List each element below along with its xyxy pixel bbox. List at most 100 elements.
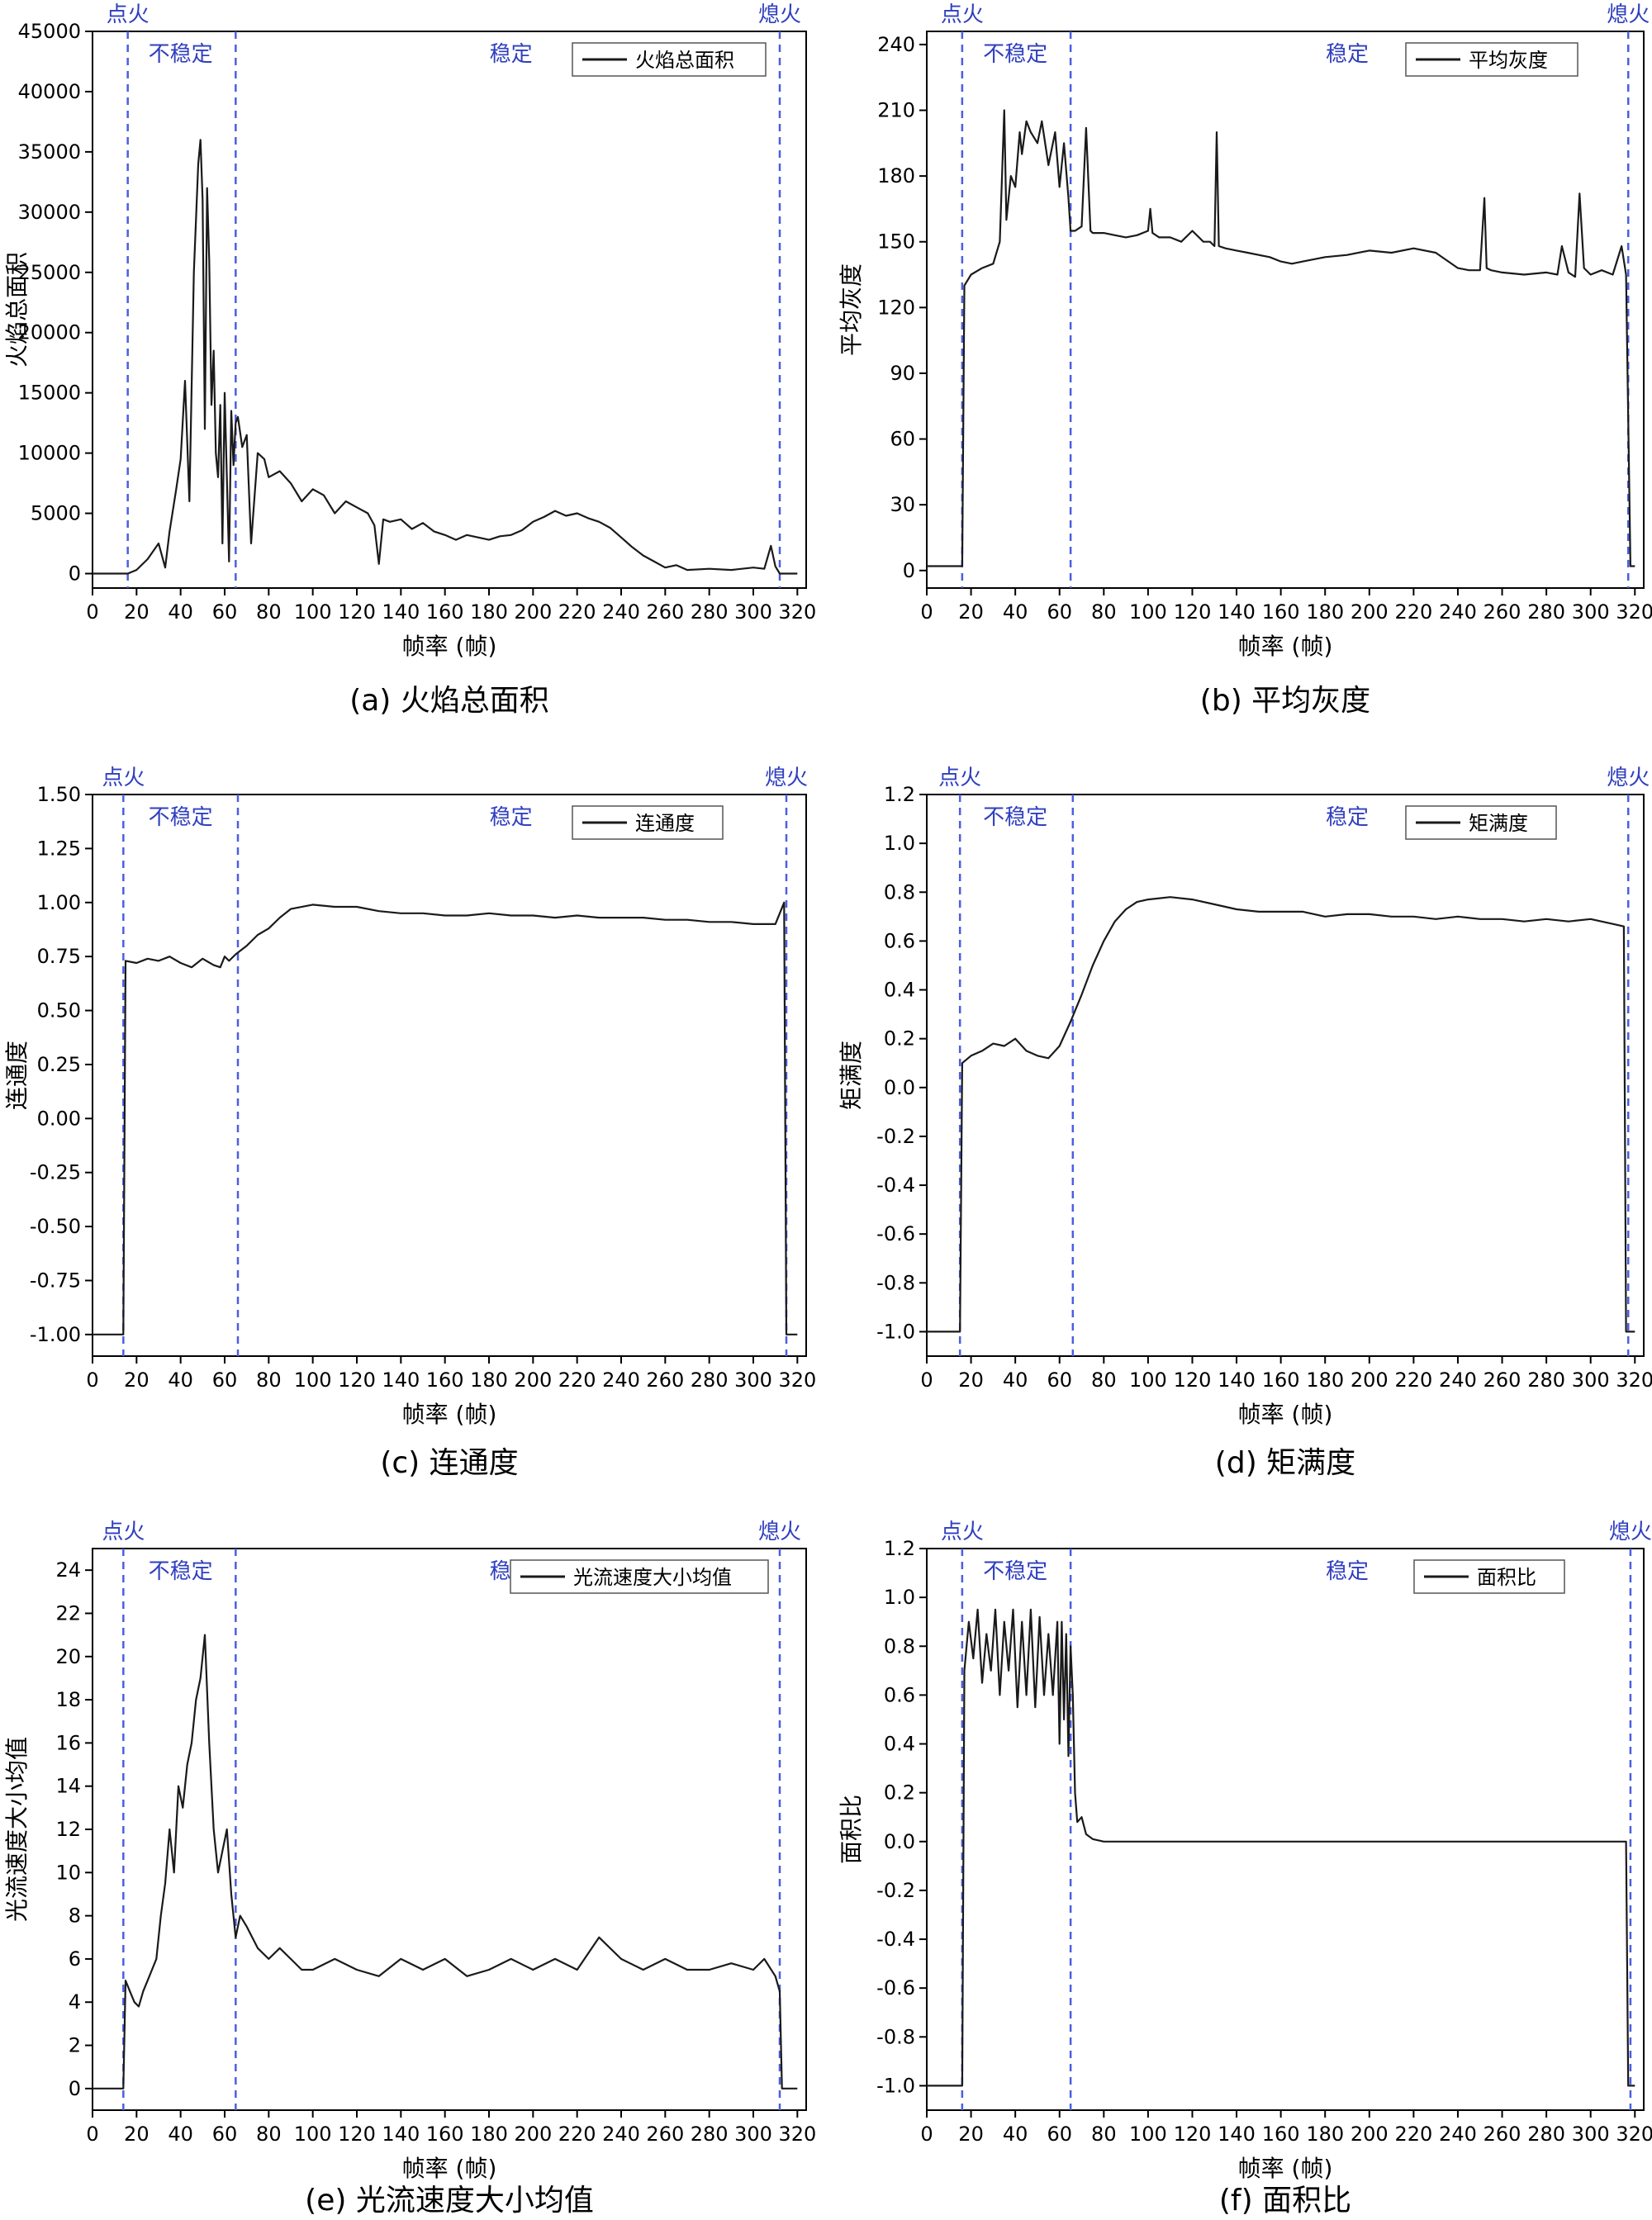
y-tick-label: 0.75 bbox=[37, 945, 81, 968]
x-tick-label: 180 bbox=[470, 2123, 508, 2146]
plot-frame bbox=[92, 794, 807, 1357]
x-tick-label: 280 bbox=[691, 600, 729, 624]
x-tick-label: 120 bbox=[1174, 600, 1212, 624]
x-tick-label: 180 bbox=[470, 600, 508, 624]
x-tick-label: 300 bbox=[734, 600, 772, 624]
x-tick-label: 120 bbox=[338, 1369, 376, 1392]
y-tick-label: 1.0 bbox=[884, 1586, 915, 1609]
x-tick-label: 280 bbox=[691, 2123, 729, 2146]
x-tick-label: 260 bbox=[1483, 1369, 1521, 1392]
x-tick-label: 240 bbox=[1439, 2123, 1477, 2146]
x-tick-label: 180 bbox=[470, 1369, 508, 1392]
y-tick-label: 2 bbox=[69, 2034, 81, 2057]
y-tick-label: 120 bbox=[877, 296, 915, 319]
y-tick-label: 18 bbox=[55, 1688, 81, 1711]
y-tick-label: 0.6 bbox=[884, 929, 915, 952]
y-tick-label: 10000 bbox=[18, 442, 81, 465]
x-tick-label: 320 bbox=[778, 600, 816, 624]
x-axis-label: 帧率 (帧) bbox=[402, 1401, 497, 1428]
x-tick-label: 140 bbox=[382, 1369, 420, 1392]
x-tick-label: 300 bbox=[734, 1369, 772, 1392]
x-tick-label: 320 bbox=[778, 1369, 816, 1392]
legend: 平均灰度 bbox=[1405, 42, 1578, 77]
y-tick-label: -0.50 bbox=[30, 1215, 81, 1238]
x-tick-label: 220 bbox=[1394, 600, 1432, 624]
x-tick-label: 0 bbox=[86, 1369, 98, 1392]
x-tick-label: 300 bbox=[1572, 1369, 1610, 1392]
series-line bbox=[93, 139, 798, 575]
plot-frame bbox=[926, 794, 1645, 1357]
chart-panel-5: 0 20 40 60 80 100 120 140 160 180 200 220 240 260 280 3… bbox=[3, 1520, 816, 2218]
legend-label: 光流速度大小均值 bbox=[573, 1566, 732, 1589]
x-tick-label: 240 bbox=[602, 600, 640, 624]
y-tick-label: 0.0 bbox=[884, 1076, 915, 1099]
y-tick-label: 15000 bbox=[18, 382, 81, 405]
legend: 面积比 bbox=[1413, 1559, 1565, 1594]
x-tick-label: 120 bbox=[338, 2123, 376, 2146]
x-tick-label: 260 bbox=[646, 2123, 684, 2146]
y-axis-label: 火焰总面积 bbox=[3, 252, 31, 368]
x-tick-label: 100 bbox=[1129, 1369, 1167, 1392]
y-tick-label: -0.8 bbox=[876, 2025, 915, 2048]
y-tick-label: 16 bbox=[55, 1731, 81, 1754]
x-tick-label: 80 bbox=[256, 1369, 282, 1392]
x-tick-label: 60 bbox=[1047, 2123, 1072, 2146]
x-tick-label: 260 bbox=[1483, 2123, 1521, 2146]
x-tick-label: 140 bbox=[382, 2123, 420, 2146]
chart-caption: (f) 面积比 bbox=[1219, 2184, 1351, 2218]
phase-marker-label: 点火 bbox=[941, 1520, 984, 1544]
y-tick-label: 0.4 bbox=[884, 979, 915, 1002]
y-tick-label: -1.00 bbox=[30, 1323, 81, 1346]
y-tick-label: 4 bbox=[69, 1990, 81, 2014]
x-axis-label: 帧率 (帧) bbox=[402, 2155, 497, 2182]
y-tick-label: 0 bbox=[69, 2077, 81, 2100]
x-tick-label: 80 bbox=[1091, 1369, 1117, 1392]
plot-frame bbox=[92, 1548, 807, 2111]
x-tick-label: 240 bbox=[1439, 1369, 1477, 1392]
y-tick-label: -1.0 bbox=[876, 1320, 915, 1343]
y-tick-label: 0.8 bbox=[884, 880, 915, 904]
x-tick-label: 160 bbox=[426, 2123, 464, 2146]
y-tick-label: 0 bbox=[903, 559, 915, 582]
y-tick-label: -0.4 bbox=[876, 1174, 915, 1197]
y-tick-label: 25000 bbox=[18, 261, 81, 284]
x-tick-label: 160 bbox=[426, 600, 464, 624]
phase-marker-label: 熄火 bbox=[1607, 766, 1650, 790]
x-tick-label: 140 bbox=[1218, 1369, 1256, 1392]
x-tick-label: 280 bbox=[691, 1369, 729, 1392]
y-tick-label: 0.4 bbox=[884, 1733, 915, 1756]
x-tick-label: 40 bbox=[168, 1369, 193, 1392]
phase-label: 不稳定 bbox=[149, 805, 213, 830]
phase-label: 不稳定 bbox=[983, 1559, 1047, 1584]
x-tick-label: 0 bbox=[920, 600, 933, 624]
x-axis-label: 帧率 (帧) bbox=[1238, 1401, 1333, 1428]
legend: 光流速度大小均值 bbox=[510, 1559, 769, 1594]
y-tick-label: 22 bbox=[55, 1601, 81, 1625]
x-tick-label: 220 bbox=[558, 1369, 596, 1392]
x-tick-label: 200 bbox=[514, 600, 552, 624]
x-tick-label: 300 bbox=[734, 2123, 772, 2146]
legend-label: 矩满度 bbox=[1469, 812, 1528, 835]
y-axis-label: 平均灰度 bbox=[838, 263, 865, 356]
x-tick-label: 80 bbox=[256, 2123, 282, 2146]
y-tick-label: 8 bbox=[69, 1905, 81, 1928]
y-tick-label: 150 bbox=[877, 230, 915, 254]
legend: 连通度 bbox=[572, 805, 724, 840]
x-tick-label: 80 bbox=[1091, 2123, 1117, 2146]
series-line bbox=[927, 109, 1635, 567]
y-tick-label: 30 bbox=[890, 493, 915, 516]
x-tick-label: 240 bbox=[602, 1369, 640, 1392]
x-tick-label: 180 bbox=[1306, 1369, 1344, 1392]
x-tick-label: 80 bbox=[1091, 600, 1117, 624]
y-tick-label: 1.2 bbox=[884, 783, 915, 806]
chart-panel-2: 0 20 40 60 80 100 120 140 160 180 200 220 240 260 280 3… bbox=[838, 2, 1652, 718]
y-axis-label: 光流速度大小均值 bbox=[3, 1737, 31, 1922]
x-tick-label: 260 bbox=[646, 600, 684, 624]
x-tick-label: 100 bbox=[1129, 2123, 1167, 2146]
x-tick-label: 60 bbox=[1047, 600, 1072, 624]
y-tick-label: 0.2 bbox=[884, 1027, 915, 1051]
phase-marker-label: 点火 bbox=[107, 2, 150, 27]
y-tick-label: 0.25 bbox=[37, 1053, 81, 1076]
x-tick-label: 140 bbox=[382, 600, 420, 624]
y-tick-label: 20000 bbox=[18, 321, 81, 344]
